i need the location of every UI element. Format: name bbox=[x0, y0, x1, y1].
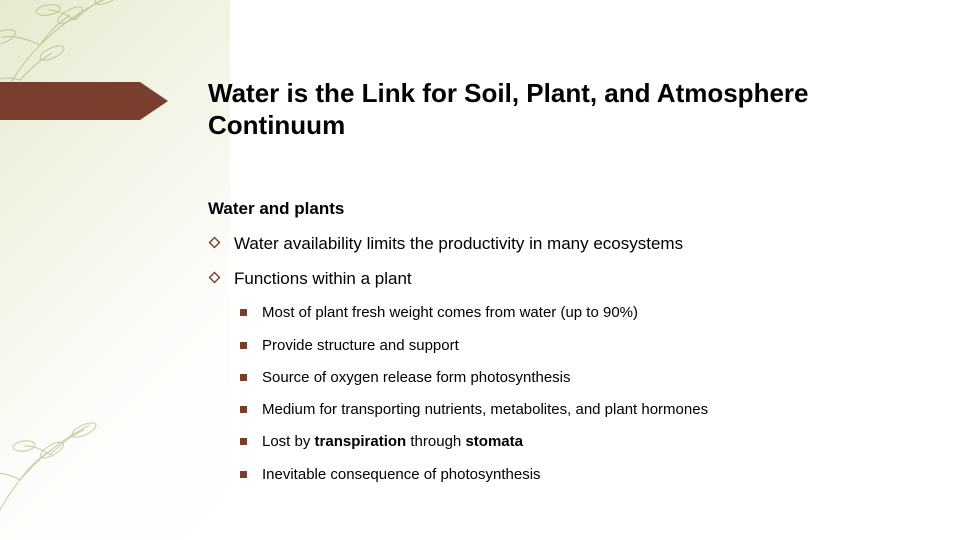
list-item-text: Lost by transpiration through stomata bbox=[262, 433, 523, 450]
list-item: Lost by transpiration through stomata bbox=[234, 432, 920, 452]
leaf-decoration-bottom bbox=[0, 400, 140, 540]
list-item-text: Source of oxygen release form photosynth… bbox=[262, 369, 571, 386]
list-item-text: Inevitable consequence of photosynthesis bbox=[262, 466, 541, 483]
list-item: Most of plant fresh weight comes from wa… bbox=[234, 303, 920, 323]
list-item: Source of oxygen release form photosynth… bbox=[234, 368, 920, 388]
diamond-bullet-icon bbox=[208, 236, 221, 249]
diamond-bullet-icon bbox=[208, 271, 221, 284]
list-item-text: Most of plant fresh weight comes from wa… bbox=[262, 304, 638, 321]
slide-content: Water is the Link for Soil, Plant, and A… bbox=[208, 78, 920, 497]
list-item: Functions within a plant Most of plant f… bbox=[208, 268, 920, 484]
title-arrow-decoration bbox=[0, 82, 170, 120]
list-item-text: Medium for transporting nutrients, metab… bbox=[262, 401, 708, 418]
square-bullet-icon bbox=[240, 309, 247, 316]
list-item: Medium for transporting nutrients, metab… bbox=[234, 400, 920, 420]
square-bullet-icon bbox=[240, 374, 247, 381]
level2-list: Most of plant fresh weight comes from wa… bbox=[234, 303, 920, 485]
list-item: Provide structure and support bbox=[234, 336, 920, 356]
list-item-text: Provide structure and support bbox=[262, 337, 459, 354]
level1-list: Water availability limits the productivi… bbox=[208, 233, 920, 484]
list-item: Inevitable consequence of photosynthesis bbox=[234, 465, 920, 485]
slide-title: Water is the Link for Soil, Plant, and A… bbox=[208, 78, 868, 141]
square-bullet-icon bbox=[240, 406, 247, 413]
list-item-text: Water availability limits the productivi… bbox=[234, 234, 683, 253]
subheading: Water and plants bbox=[208, 199, 920, 219]
square-bullet-icon bbox=[240, 342, 247, 349]
list-item: Water availability limits the productivi… bbox=[208, 233, 920, 256]
list-item-text: Functions within a plant bbox=[234, 269, 412, 288]
square-bullet-icon bbox=[240, 471, 247, 478]
square-bullet-icon bbox=[240, 438, 247, 445]
